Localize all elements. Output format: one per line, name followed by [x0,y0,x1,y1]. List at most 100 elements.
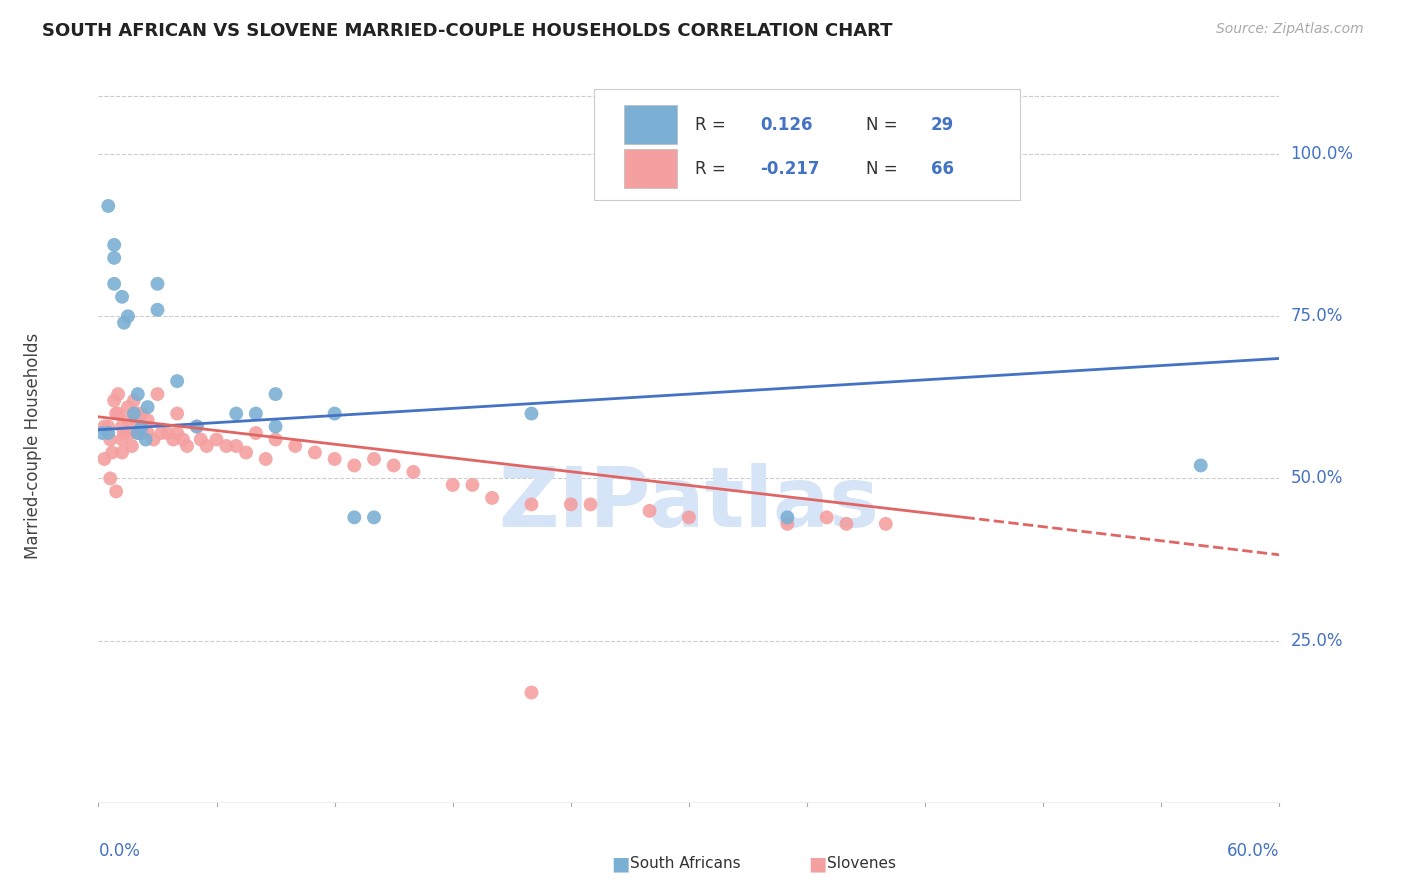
Text: R =: R = [695,116,731,134]
Point [105,484,128,499]
Point [638,504,661,518]
Point [103,277,125,291]
Point [215,439,238,453]
Point [127,387,149,401]
Point [363,510,385,524]
Point [225,407,247,421]
Text: 66: 66 [931,160,955,178]
Point [520,497,543,511]
Point [176,439,198,453]
Bar [624,105,678,145]
Text: South Africans: South Africans [630,856,741,871]
Point [776,516,799,531]
Text: 75.0%: 75.0% [1291,307,1343,326]
Text: SOUTH AFRICAN VS SLOVENE MARRIED-COUPLE HOUSEHOLDS CORRELATION CHART: SOUTH AFRICAN VS SLOVENE MARRIED-COUPLE … [42,22,893,40]
Point [111,419,134,434]
Point [136,400,159,414]
Text: 0.0%: 0.0% [98,842,141,860]
Text: -0.217: -0.217 [759,160,820,178]
Text: Slovenes: Slovenes [827,856,896,871]
Point [105,407,128,421]
Point [363,452,385,467]
Text: 60.0%: 60.0% [1227,842,1279,860]
Point [135,433,157,447]
Point [107,387,129,401]
Point [520,407,543,421]
Point [146,387,169,401]
Point [136,425,159,440]
Point [136,413,159,427]
Point [245,407,267,421]
Point [875,516,897,531]
Text: 25.0%: 25.0% [1291,632,1343,649]
Text: ZIPatlas: ZIPatlas [499,463,879,543]
Point [172,433,194,447]
Point [1189,458,1212,473]
Point [776,510,799,524]
Point [131,425,153,440]
Point [111,433,134,447]
Point [205,433,228,447]
FancyBboxPatch shape [595,89,1019,200]
Point [166,374,188,388]
Point [121,439,143,453]
Point [97,419,120,434]
Point [520,685,543,699]
Point [150,425,173,440]
Point [284,439,307,453]
Point [127,425,149,440]
Point [264,419,287,434]
Point [118,425,141,440]
Point [402,465,425,479]
Point [343,510,366,524]
Text: N =: N = [866,160,903,178]
Point [225,439,247,453]
Point [245,425,267,440]
Point [343,458,366,473]
Point [127,425,149,440]
Point [142,433,165,447]
Point [235,445,257,459]
Point [815,510,838,524]
Point [146,302,169,317]
Point [93,419,115,434]
Point [382,458,405,473]
Text: 29: 29 [931,116,955,134]
Point [441,478,464,492]
Text: 50.0%: 50.0% [1291,469,1343,487]
Point [112,316,135,330]
Point [195,439,218,453]
Point [125,413,148,427]
Point [186,419,208,434]
Text: 0.126: 0.126 [759,116,813,134]
Point [107,407,129,421]
Text: 100.0%: 100.0% [1291,145,1354,163]
Text: Source: ZipAtlas.com: Source: ZipAtlas.com [1216,22,1364,37]
Point [98,471,121,485]
Point [264,433,287,447]
Point [117,413,139,427]
Point [678,510,700,524]
Point [254,452,277,467]
Point [579,497,602,511]
Point [323,452,346,467]
Point [162,433,184,447]
Text: R =: R = [695,160,731,178]
Point [156,425,179,440]
Point [122,393,145,408]
Point [101,445,124,459]
Point [131,407,153,421]
Point [97,425,120,440]
Point [323,407,346,421]
Point [103,251,125,265]
Point [98,433,121,447]
Text: Married-couple Households: Married-couple Households [24,333,42,559]
Point [117,400,139,414]
Point [91,425,114,440]
Point [127,407,149,421]
Point [835,516,858,531]
Point [166,425,188,440]
Text: N =: N = [866,116,903,134]
Point [560,497,582,511]
Point [103,393,125,408]
